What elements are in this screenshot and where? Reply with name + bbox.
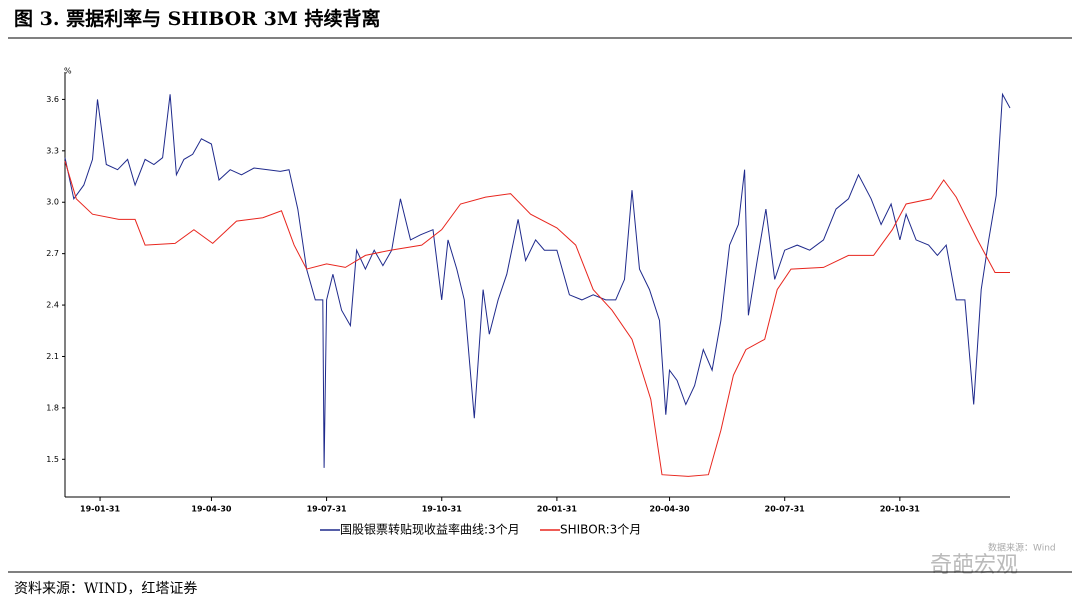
x-tick-label: 20-10-31 [880,505,920,514]
chart-title: 图 3. 票据利率与 SHIBOR 3M 持续背离 [14,7,380,30]
x-tick-label: 19-04-30 [191,505,231,514]
x-tick-label: 19-01-31 [80,505,120,514]
x-tick-label: 20-07-31 [765,505,805,514]
y-tick-label: 2.7 [46,249,59,258]
legend-label: SHIBOR:3个月 [560,523,641,537]
y-tick-label: 1.8 [46,403,59,412]
source: 资料来源：WIND，红塔证券 [14,581,197,597]
y-tick-label: 2.1 [46,352,59,361]
watermark-note: 数据来源：Wind [988,542,1056,554]
y-tick-label: 3.6 [46,95,59,104]
x-tick-label: 19-10-31 [422,505,462,514]
y-tick-label: 1.5 [46,455,59,464]
y-tick-label: 3.3 [46,146,59,155]
x-tick-label: 19-07-31 [307,505,347,514]
y-axis-label: % [64,67,72,76]
legend-label: 国股银票转贴现收益率曲线:3个月 [340,522,520,537]
y-tick-label: 3.0 [46,198,59,207]
y-tick-label: 2.4 [46,301,59,310]
watermark: 奇葩宏观 [930,553,1018,578]
series-line [64,92,1011,468]
x-tick-label: 20-01-31 [537,505,577,514]
x-tick-label: 20-04-30 [650,505,690,514]
series-line [64,160,1010,477]
